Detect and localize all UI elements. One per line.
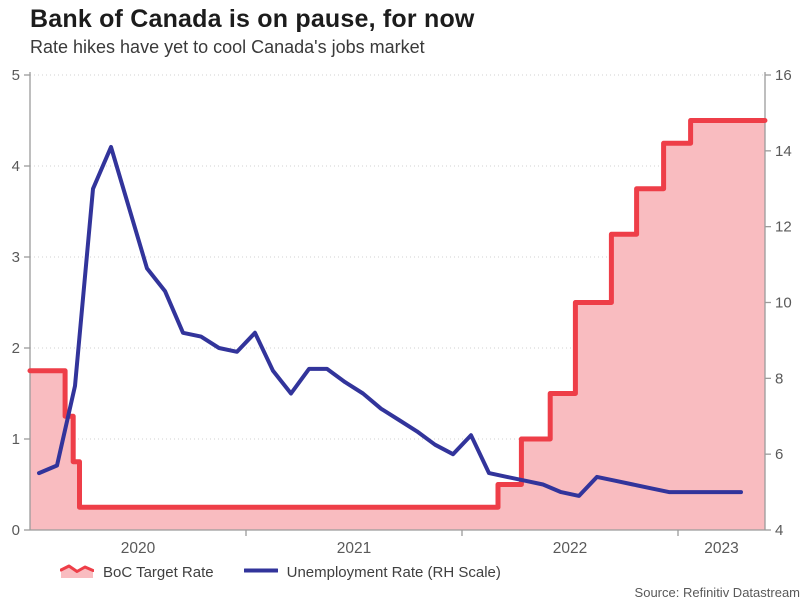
legend-label-unemployment-rate: Unemployment Rate (RH Scale) bbox=[286, 563, 501, 581]
area-swatch-icon bbox=[59, 562, 95, 583]
svg-text:2: 2 bbox=[12, 340, 20, 357]
svg-text:5: 5 bbox=[12, 67, 20, 84]
svg-text:2021: 2021 bbox=[337, 540, 371, 557]
legend-item-unemployment-rate: Unemployment Rate (RH Scale) bbox=[242, 562, 501, 583]
chart-title: Bank of Canada is on pause, for now bbox=[30, 5, 475, 33]
line-swatch-icon bbox=[242, 562, 279, 583]
svg-text:12: 12 bbox=[775, 219, 792, 236]
svg-text:4: 4 bbox=[775, 522, 783, 539]
svg-text:6: 6 bbox=[775, 446, 783, 463]
svg-text:2020: 2020 bbox=[121, 540, 156, 557]
svg-text:8: 8 bbox=[775, 370, 783, 387]
svg-text:0: 0 bbox=[12, 522, 20, 539]
svg-text:2023: 2023 bbox=[704, 540, 738, 557]
svg-text:2022: 2022 bbox=[553, 540, 587, 557]
svg-text:4: 4 bbox=[12, 158, 20, 175]
chart-subtitle: Rate hikes have yet to cool Canada's job… bbox=[30, 37, 425, 57]
legend-label-boc-target-rate: BoC Target Rate bbox=[103, 563, 214, 581]
legend-item-boc-target-rate: BoC Target Rate bbox=[59, 562, 214, 583]
svg-text:16: 16 bbox=[775, 67, 792, 84]
svg-text:3: 3 bbox=[12, 249, 20, 266]
chart-legend: BoC Target Rate Unemployment Rate (RH Sc… bbox=[59, 560, 501, 584]
svg-text:14: 14 bbox=[775, 143, 792, 160]
svg-text:1: 1 bbox=[12, 431, 20, 448]
svg-text:10: 10 bbox=[775, 295, 792, 312]
source-credit: Source: Refinitiv Datastream bbox=[634, 585, 800, 600]
